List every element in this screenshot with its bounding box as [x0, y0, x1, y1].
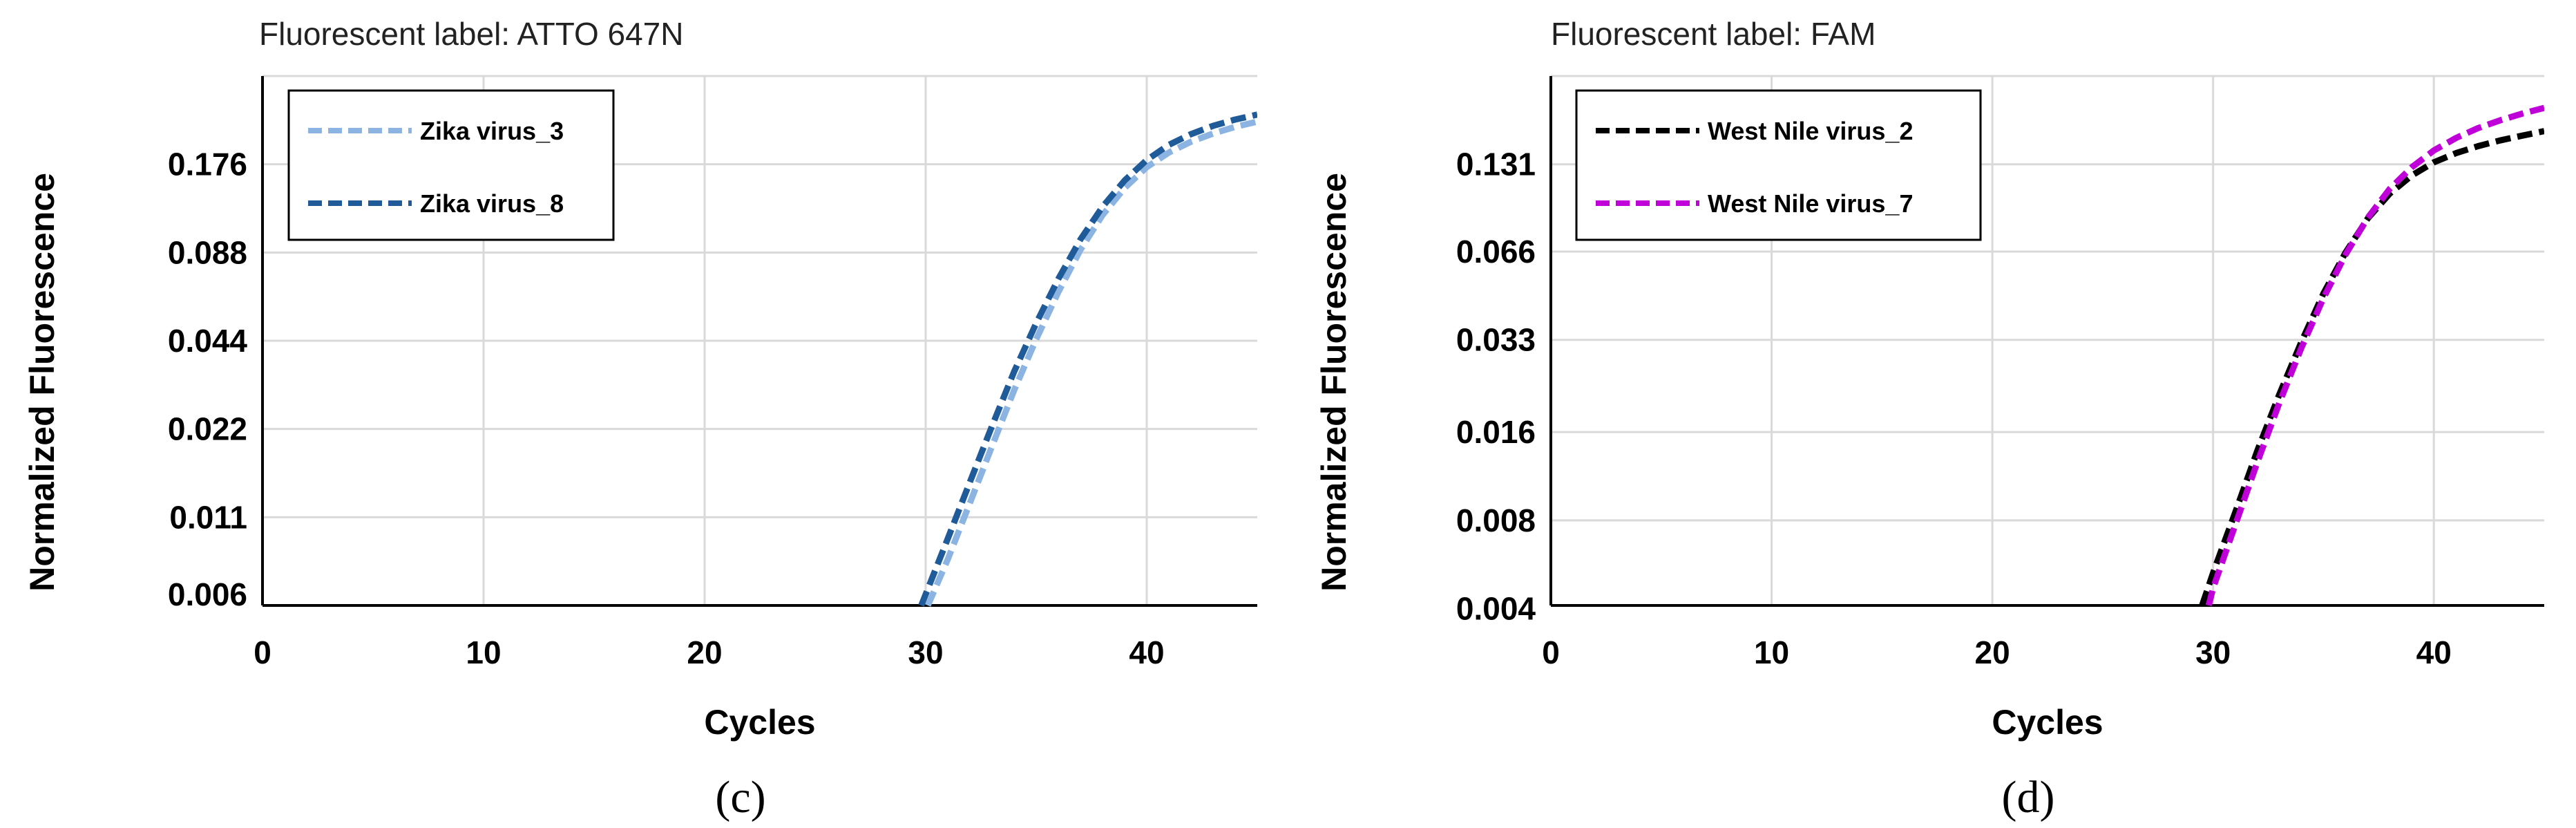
legend-box: [1575, 89, 1982, 241]
chart-panel-d: Fluorescent label: FAM 0.004 0.008 0.016 0.0…: [1315, 16, 2544, 822]
y-tick-label: 0.176: [168, 147, 247, 182]
x-tick-label: 20: [687, 634, 722, 670]
series-line-2: [918, 111, 1257, 607]
x-tick-label: 0: [254, 634, 271, 670]
y-tick-label: 0.066: [1456, 234, 1536, 270]
y-axis-label: Normalized Fluorescence: [1315, 173, 1353, 592]
legend-label-1: West Nile virus_2: [1708, 117, 1913, 145]
x-tick-label: 40: [1129, 634, 1164, 670]
x-tick-label: 10: [1754, 634, 1789, 670]
series-line-1: [925, 118, 1257, 607]
x-axis-label: Cycles: [1992, 703, 2103, 742]
y-axis-label: Normalized Fluorescence: [23, 173, 61, 592]
x-tick-label: 20: [1975, 634, 2010, 670]
y-tick-label: 0.033: [1456, 322, 1536, 358]
legend-label-2: Zika virus_8: [420, 189, 564, 218]
x-axis-label: Cycles: [704, 703, 815, 742]
legend-label-2: West Nile virus_7: [1708, 189, 1913, 218]
x-tick-label: 30: [908, 634, 943, 670]
series-line-2: [2205, 104, 2544, 607]
series-line-1: [2199, 128, 2544, 607]
legend-label-1: Zika virus_3: [420, 117, 564, 145]
y-tick-label: 0.022: [168, 411, 247, 447]
y-tick-label: 0.004: [1456, 591, 1536, 627]
y-tick-label: 0.044: [168, 323, 248, 359]
chart-title: Fluorescent label: ATTO 647N: [259, 16, 684, 52]
y-tick-label: 0.008: [1456, 502, 1536, 538]
panel-label: (c): [715, 772, 765, 822]
x-tick-label: 0: [1542, 634, 1560, 670]
chart-panel-c: Fluorescent label: ATTO 647N 0.006 0.011 0.…: [23, 16, 1257, 822]
legend-box: [287, 89, 615, 241]
y-tick-label: 0.006: [168, 576, 247, 612]
y-tick-label: 0.011: [169, 499, 247, 535]
y-tick-label: 0.131: [1456, 147, 1536, 182]
x-tick-label: 30: [2195, 634, 2231, 670]
x-tick-label: 10: [466, 634, 501, 670]
panel-label: (d): [2002, 772, 2055, 822]
chart-title: Fluorescent label: FAM: [1551, 16, 1876, 52]
y-tick-label: 0.016: [1456, 414, 1536, 450]
x-tick-label: 40: [2416, 634, 2452, 670]
y-tick-label: 0.088: [168, 234, 247, 270]
